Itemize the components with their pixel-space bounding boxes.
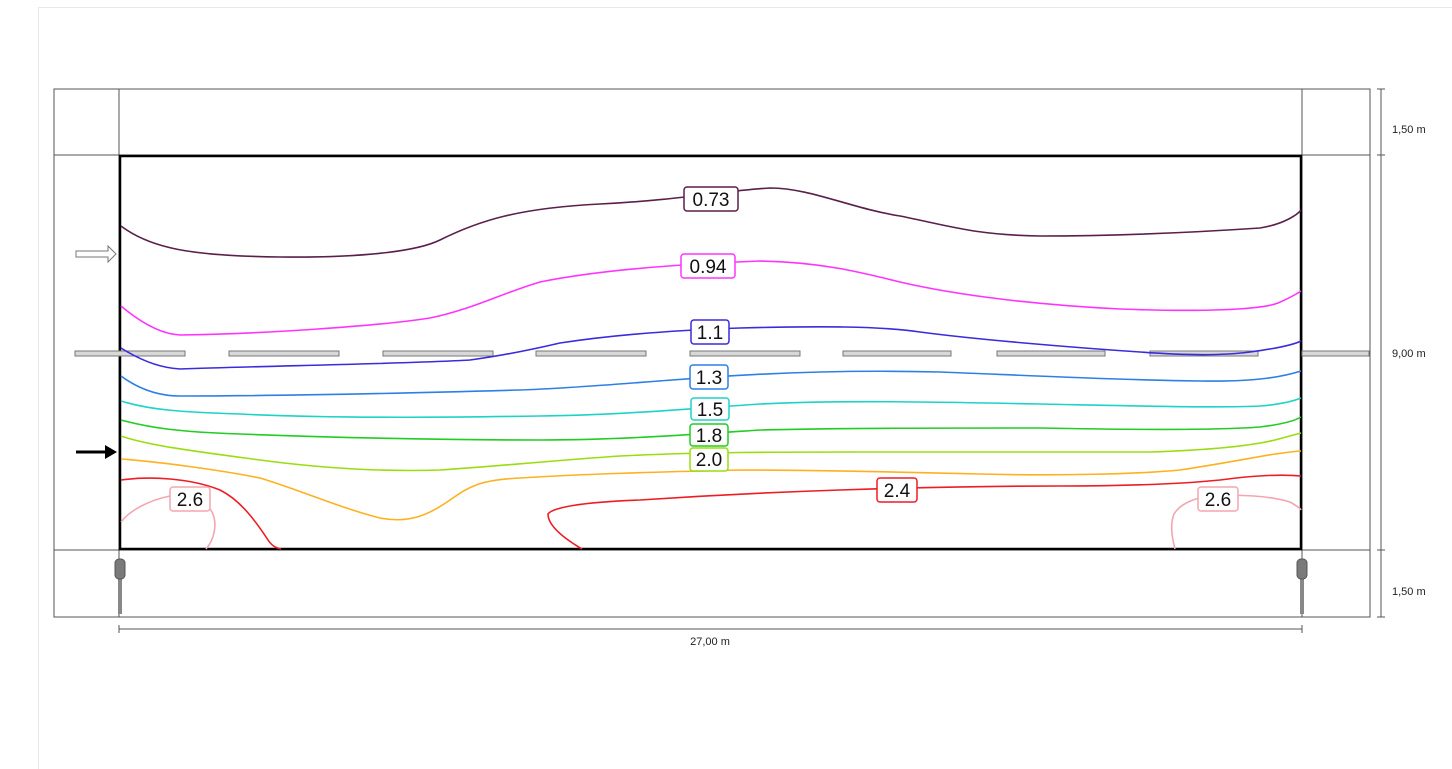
contour-line-2.4-right bbox=[547, 474, 1302, 550]
lane-dash bbox=[228, 350, 340, 357]
contour-label-1.1: 1.1 bbox=[690, 319, 730, 345]
lane-dash bbox=[382, 350, 494, 357]
contour-label-text: 1.5 bbox=[697, 400, 723, 421]
contour-line-2.4-left bbox=[120, 477, 282, 550]
contour-label-2.4: 2.4 bbox=[876, 477, 918, 503]
lane-marking bbox=[74, 350, 1370, 357]
drawing-frame bbox=[38, 7, 1452, 769]
contour-label-1.3: 1.3 bbox=[689, 364, 729, 390]
contour-label-box bbox=[689, 364, 729, 390]
contour-line-1.8 bbox=[120, 416, 1302, 441]
contour-label-0.94: 0.94 bbox=[680, 253, 736, 279]
contour-label-box bbox=[690, 319, 730, 345]
arrow-right-solid-icon bbox=[76, 445, 117, 459]
contour-line-0.94 bbox=[120, 260, 1302, 336]
dimension-bottom-verge: 1,50 m bbox=[1392, 586, 1426, 598]
contour-line-1.5 bbox=[120, 397, 1302, 419]
contour-label-0.73: 0.73 bbox=[683, 186, 739, 212]
contour-label-1.8: 1.8 bbox=[689, 423, 729, 447]
horizontal-dimension bbox=[118, 625, 1303, 633]
lane-dash bbox=[535, 350, 647, 357]
contour-label-box bbox=[689, 423, 729, 447]
contour-label-1.5: 1.5 bbox=[690, 397, 730, 421]
arrow-right-outline-icon bbox=[75, 244, 117, 264]
contour-line-0.73 bbox=[120, 187, 1302, 258]
contour-line-1.1 bbox=[120, 326, 1302, 370]
lane-dash bbox=[996, 350, 1106, 357]
contour-label-box bbox=[169, 486, 211, 512]
lane-dash bbox=[1301, 350, 1370, 357]
contour-label-text: 2.6 bbox=[177, 490, 203, 511]
contour-label-text: 1.1 bbox=[697, 323, 723, 344]
contour-label-text: 0.94 bbox=[690, 257, 727, 278]
vertical-dimension-chain bbox=[1377, 88, 1385, 618]
contour-label-2.0: 2.0 bbox=[689, 447, 729, 472]
contour-label-box bbox=[683, 186, 739, 212]
contour-label-text: 2.6 bbox=[1205, 490, 1231, 511]
contour-label-box bbox=[690, 397, 730, 421]
dimension-top-verge: 1,50 m bbox=[1392, 124, 1426, 136]
pole-luminaire-icon bbox=[1296, 558, 1308, 614]
dimension-length: 27,00 m bbox=[690, 636, 730, 648]
contour-label-2.6-left: 2.6 bbox=[169, 486, 211, 512]
contour-label-box bbox=[1197, 486, 1239, 512]
contour-label-text: 2.0 bbox=[696, 450, 722, 471]
lane-dash bbox=[842, 350, 952, 357]
contour-label-box bbox=[689, 447, 729, 472]
contour-line-2.2 bbox=[120, 450, 1302, 521]
contour-label-box bbox=[876, 477, 918, 503]
contour-label-2.6-right: 2.6 bbox=[1197, 486, 1239, 512]
contour-label-text: 1.8 bbox=[696, 426, 722, 447]
road-outline bbox=[53, 88, 1371, 618]
pole-luminaire-icon bbox=[114, 558, 126, 614]
contour-label-text: 1.3 bbox=[696, 368, 722, 389]
dimension-carriageway: 9,00 m bbox=[1392, 348, 1426, 360]
contour-label-text: 0.73 bbox=[693, 190, 730, 211]
isolux-contours bbox=[120, 187, 1302, 550]
contour-label-text: 2.4 bbox=[884, 481, 911, 502]
lane-dash bbox=[689, 350, 801, 357]
contour-label-box bbox=[680, 253, 736, 279]
